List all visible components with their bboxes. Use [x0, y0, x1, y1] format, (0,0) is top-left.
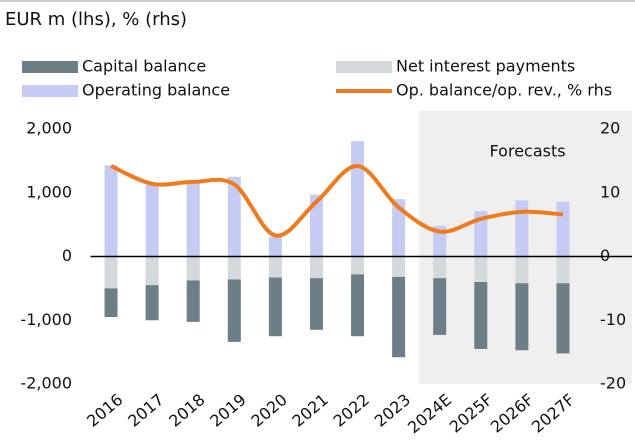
y2-tick-label: 20 [600, 119, 620, 138]
x-tick-label: 2024E [404, 390, 455, 437]
bar [392, 256, 406, 277]
bar [515, 256, 529, 284]
x-tick-label: 2017 [124, 390, 167, 431]
bar [433, 278, 447, 335]
bar [474, 211, 488, 257]
bar [515, 200, 529, 257]
legend-label: Operating balance [82, 81, 230, 100]
bar [268, 236, 282, 257]
x-tick-label: 2022 [330, 390, 373, 431]
chart-title: EUR m (lhs), % (rhs) [5, 9, 187, 30]
y-tick-label: 0 [62, 246, 72, 265]
bar [309, 256, 323, 279]
bar [515, 283, 529, 351]
x-tick-label: 2027F [528, 390, 578, 437]
x-tick-label: 2016 [83, 390, 126, 431]
y-tick-label: 2,000 [26, 119, 72, 138]
bar [351, 141, 365, 257]
bar [227, 176, 241, 257]
bar [392, 199, 406, 257]
legend-label: Net interest payments [396, 57, 575, 76]
y2-tick-label: 10 [600, 182, 620, 201]
legend-swatch [336, 61, 392, 73]
bar [145, 184, 159, 257]
y-tick-label: -2,000 [20, 374, 72, 393]
bar [474, 256, 488, 282]
bar [351, 274, 365, 337]
bar [309, 278, 323, 330]
bar [268, 277, 282, 337]
y-tick-label: 1,000 [26, 182, 72, 201]
bar [351, 256, 365, 275]
bar [556, 201, 570, 257]
bar [104, 288, 118, 318]
annotation: Forecasts [490, 142, 566, 161]
x-tick-label: 2021 [289, 390, 332, 431]
line [110, 163, 564, 238]
bar [474, 282, 488, 349]
bar [145, 256, 159, 286]
bar [392, 276, 406, 358]
bar [227, 256, 241, 280]
bar [186, 180, 200, 257]
legend-label: Capital balance [82, 57, 206, 76]
bar [104, 256, 118, 289]
bar [186, 256, 200, 281]
x-tick-label: 2025F [446, 390, 496, 437]
x-tick-label: 2020 [247, 390, 290, 431]
x-tick-label: 2019 [206, 390, 249, 431]
bar [556, 283, 570, 354]
bar [227, 279, 241, 342]
y-tick-label: -1,000 [20, 310, 72, 329]
legend-label: Op. balance/op. rev., % rhs [396, 81, 612, 100]
bar [309, 194, 323, 257]
bar [104, 165, 118, 257]
bar [145, 285, 159, 321]
x-tick-label: 2026F [487, 390, 537, 437]
y2-tick-label: -20 [600, 374, 626, 393]
legend-swatch [22, 85, 78, 97]
x-tick-label: 2018 [165, 390, 208, 431]
bar [433, 256, 447, 279]
bar [556, 256, 570, 284]
bar [268, 256, 282, 278]
legend-swatch [22, 61, 78, 73]
y2-tick-label: 0 [600, 246, 610, 265]
bar [186, 280, 200, 322]
y2-tick-label: -10 [600, 310, 626, 329]
